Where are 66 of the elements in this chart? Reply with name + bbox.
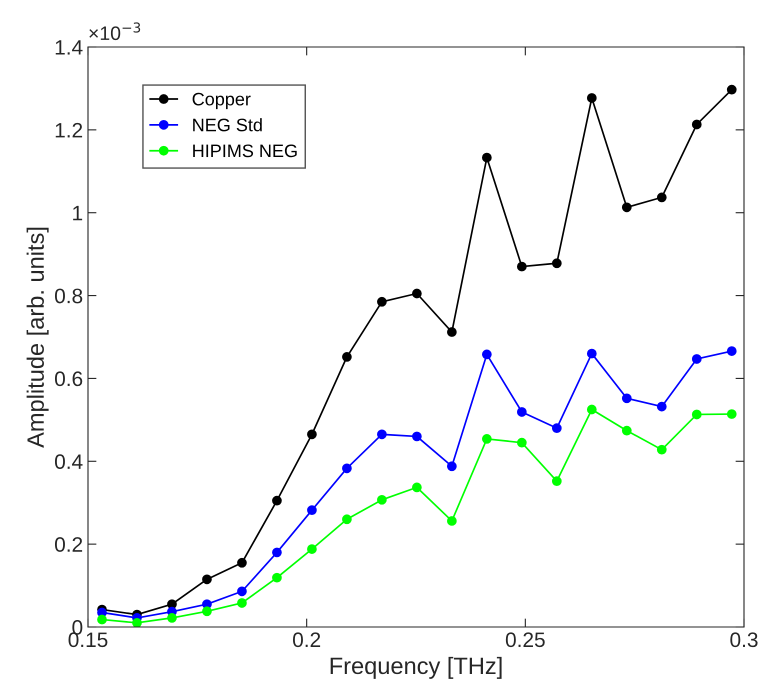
point bbox=[377, 429, 387, 440]
legend-label: Copper bbox=[192, 92, 251, 110]
point bbox=[482, 152, 492, 162]
point bbox=[482, 350, 492, 360]
point bbox=[377, 494, 387, 505]
point bbox=[656, 192, 667, 202]
y-tick-label: 0.2 bbox=[54, 537, 82, 552]
point bbox=[237, 586, 247, 596]
point bbox=[482, 434, 492, 444]
y-tick-label: 0.4 bbox=[54, 454, 83, 470]
point bbox=[202, 574, 212, 584]
point bbox=[447, 461, 457, 472]
point bbox=[412, 288, 422, 298]
point bbox=[132, 618, 142, 627]
point bbox=[516, 407, 527, 417]
point bbox=[342, 463, 352, 474]
point bbox=[167, 613, 177, 623]
point bbox=[237, 598, 247, 608]
point bbox=[552, 423, 562, 434]
point bbox=[97, 614, 107, 624]
x-tick-label: 0.3 bbox=[730, 632, 758, 648]
point bbox=[412, 482, 422, 492]
point bbox=[656, 402, 667, 412]
point bbox=[342, 514, 352, 524]
point bbox=[342, 352, 352, 362]
legend-label: HIPIMS NEG bbox=[193, 144, 297, 158]
point bbox=[272, 496, 282, 506]
point bbox=[516, 262, 527, 272]
y-tick-label: 1 bbox=[73, 206, 82, 220]
point bbox=[272, 572, 282, 583]
y-tick-label: 1.4 bbox=[56, 40, 83, 55]
y-axis-title: Amplitude [arb. units] bbox=[26, 228, 49, 448]
legend-label: NEG Std bbox=[193, 118, 262, 132]
point bbox=[552, 258, 562, 268]
point bbox=[622, 426, 632, 436]
point bbox=[692, 354, 702, 364]
point bbox=[307, 505, 317, 516]
x-tick-label: 0.25 bbox=[506, 632, 545, 648]
x-axis-title: Frequency [THz] bbox=[330, 656, 502, 679]
point bbox=[622, 202, 632, 212]
point bbox=[692, 120, 702, 130]
y-tick-label: 0.8 bbox=[54, 288, 82, 304]
point bbox=[726, 84, 737, 95]
x-tick-label: 0.2 bbox=[293, 632, 320, 648]
point bbox=[412, 432, 422, 442]
point bbox=[516, 438, 527, 448]
point bbox=[202, 606, 212, 616]
point bbox=[726, 409, 737, 419]
text: ×10$^{−3}$ bbox=[89, 22, 140, 40]
point bbox=[586, 93, 597, 103]
point bbox=[307, 429, 317, 440]
point bbox=[586, 404, 597, 414]
y-tick-label: 0.6 bbox=[54, 371, 82, 386]
point bbox=[377, 296, 387, 307]
point bbox=[656, 444, 667, 455]
point bbox=[307, 544, 317, 554]
point bbox=[447, 327, 457, 337]
point bbox=[622, 393, 632, 404]
y-tick-label: 1.2 bbox=[56, 122, 82, 138]
point bbox=[447, 516, 457, 526]
point bbox=[237, 558, 247, 568]
point bbox=[586, 348, 597, 358]
point bbox=[726, 346, 737, 356]
point bbox=[552, 476, 562, 486]
point bbox=[272, 548, 282, 558]
point bbox=[692, 410, 702, 420]
